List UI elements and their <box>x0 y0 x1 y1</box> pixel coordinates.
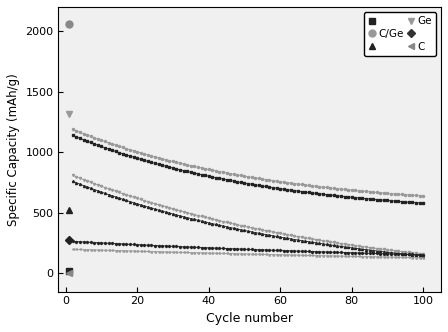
Legend: , C/Ge, , Ge, , C: , C/Ge, , Ge, , C <box>364 12 436 56</box>
X-axis label: Cycle number: Cycle number <box>206 312 293 325</box>
Y-axis label: Specific Capacity (mAh/g): Specific Capacity (mAh/g) <box>7 73 20 226</box>
